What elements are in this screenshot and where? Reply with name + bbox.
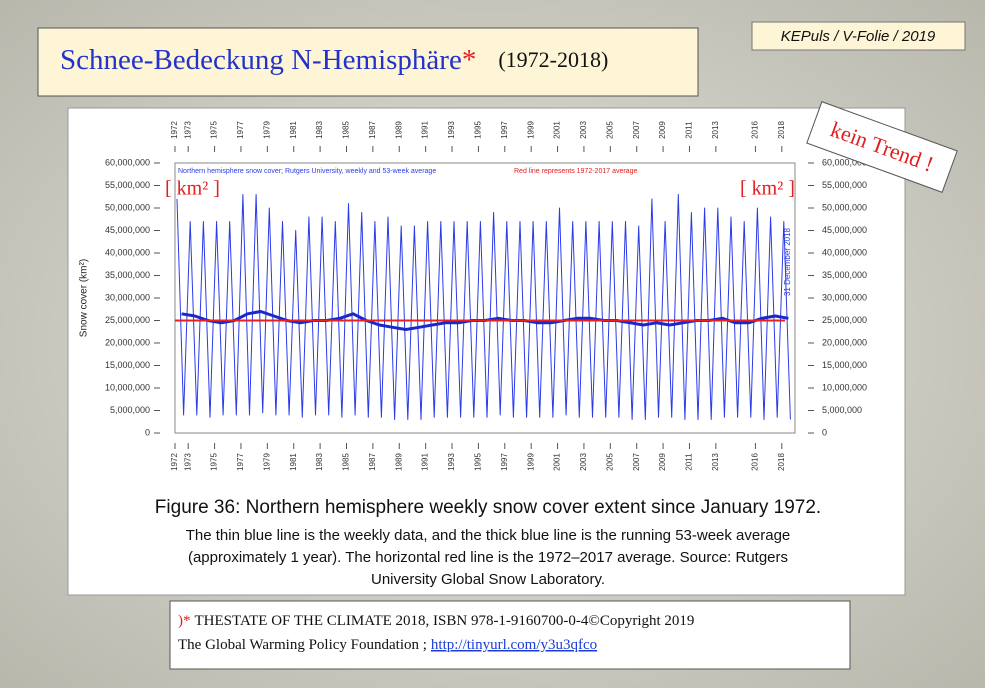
y-tick-label: 10,000,000	[105, 382, 150, 392]
x-tick-label: 2009	[658, 121, 667, 139]
x-tick-label: 2016	[751, 121, 760, 139]
title: Schnee-Bedeckung N-Hemisphäre* (1972-2018…	[60, 44, 608, 76]
y2-tick-label: 60,000,000	[822, 157, 867, 167]
x-tick-label: 2003	[579, 453, 588, 471]
tag-box	[751, 21, 966, 51]
caption-line: The thin blue line is the weekly data, a…	[186, 527, 791, 544]
x-tick-label: 1973	[183, 121, 192, 139]
x-tick-label: 1995	[474, 453, 483, 471]
y-tick-label: 5,000,000	[110, 405, 150, 415]
x-tick-label: 1983	[315, 453, 324, 471]
y-tick-label: 55,000,000	[105, 180, 150, 190]
y-tick-label: 60,000,000	[105, 157, 150, 167]
x-tick-label: 2011	[685, 121, 694, 139]
tag: KEPuls / V-Folie / 2019	[781, 28, 936, 45]
y2-tick-label: 0	[822, 427, 827, 437]
x-tick-label: 2003	[579, 121, 588, 139]
x-tick-label: 2007	[632, 121, 641, 139]
footer-line: )* THESTATE OF THE CLIMATE 2018, ISBN 978…	[178, 613, 694, 629]
x-tick-label: 1975	[210, 453, 219, 471]
x-tick-label: 1989	[394, 453, 403, 471]
chart-subtitle: Northern hemisphere snow cover; Rutgers …	[178, 168, 436, 175]
y2-tick-label: 30,000,000	[822, 292, 867, 302]
caption-line: University Global Snow Laboratory.	[371, 571, 605, 588]
x-tick-label: 2013	[711, 453, 720, 471]
x-tick-label: 1993	[447, 453, 456, 471]
x-tick-label: 2011	[685, 453, 694, 471]
plot-frame	[174, 162, 796, 434]
x-tick-label: 2013	[711, 121, 720, 139]
x-tick-label: 1991	[421, 453, 430, 471]
y-tick-label: 15,000,000	[105, 360, 150, 370]
y2-tick-label: 45,000,000	[822, 225, 867, 235]
x-tick-label: 1991	[421, 121, 430, 139]
footer-link[interactable]: http://tinyurl.com/y3u3qfco	[431, 637, 597, 653]
x-tick-label: 1985	[342, 121, 351, 139]
x-tick-label: 1985	[342, 453, 351, 471]
y-axis-label: Snow cover (km²)	[79, 259, 90, 337]
plot: 0 0 5,000,000 5,000,000 10,000,000 10,000,000…	[79, 121, 867, 471]
x-tick-label: 2001	[553, 121, 562, 139]
y2-tick-label: 50,000,000	[822, 202, 867, 212]
x-tick-label: 2001	[553, 453, 562, 471]
y2-tick-label: 10,000,000	[822, 382, 867, 392]
x-tick-label: 1979	[262, 121, 271, 139]
x-tick-label: 1999	[526, 121, 535, 139]
y2-tick-label: 40,000,000	[822, 247, 867, 257]
x-tick-label: 1995	[474, 121, 483, 139]
x-tick-label: 2018	[777, 453, 786, 471]
y2-tick-label: 15,000,000	[822, 360, 867, 370]
x-tick-label: 2018	[777, 121, 786, 139]
footer-line: The Global Warming Policy Foundation ; ht…	[178, 637, 597, 653]
x-tick-label: 1977	[236, 453, 245, 471]
unit-label: [ km² ]	[740, 178, 795, 200]
y2-tick-label: 55,000,000	[822, 180, 867, 190]
y-tick-label: 45,000,000	[105, 225, 150, 235]
x-tick-label: 1989	[394, 121, 403, 139]
x-tick-label: 1999	[526, 453, 535, 471]
y2-tick-label: 25,000,000	[822, 315, 867, 325]
y2-tick-label: 20,000,000	[822, 337, 867, 347]
x-tick-label: 1997	[500, 453, 509, 471]
x-tick-label: 1983	[315, 121, 324, 139]
y-tick-label: 0	[145, 427, 150, 437]
x-tick-label: 2009	[658, 453, 667, 471]
x-tick-label: 1975	[210, 121, 219, 139]
y-tick-label: 20,000,000	[105, 337, 150, 347]
x-tick-label: 2005	[605, 453, 614, 471]
x-tick-label: 2016	[751, 453, 760, 471]
x-tick-label: 1987	[368, 121, 377, 139]
x-tick-label: 1977	[236, 121, 245, 139]
caption-heading: Figure 36: Northern hemisphere weekly sn…	[155, 497, 821, 518]
x-tick-label: 1987	[368, 453, 377, 471]
x-tick-label: 1972	[170, 453, 179, 471]
x-tick-label: 1979	[262, 453, 271, 471]
y-tick-label: 50,000,000	[105, 202, 150, 212]
x-tick-label: 1997	[500, 121, 509, 139]
x-tick-label: 1972	[170, 121, 179, 139]
x-tick-label: 1993	[447, 121, 456, 139]
x-tick-label: 2007	[632, 453, 641, 471]
date-label: 31 December 2018	[783, 227, 792, 296]
x-tick-label: 1981	[289, 453, 298, 471]
y-tick-label: 30,000,000	[105, 292, 150, 302]
y2-tick-label: 35,000,000	[822, 270, 867, 280]
caption-line: (approximately 1 year). The horizontal r…	[188, 549, 788, 566]
stamp-box	[806, 101, 958, 193]
y-tick-label: 40,000,000	[105, 247, 150, 257]
title-box	[37, 27, 699, 97]
y2-tick-label: 5,000,000	[822, 405, 862, 415]
unit-label: [ km² ]	[165, 178, 220, 200]
chart-note: Red line represents 1972-2017 average	[514, 168, 637, 175]
y-tick-label: 35,000,000	[105, 270, 150, 280]
x-tick-label: 1981	[289, 121, 298, 139]
y-tick-label: 25,000,000	[105, 315, 150, 325]
footer-box	[169, 600, 851, 670]
x-tick-label: 1973	[183, 453, 192, 471]
x-tick-label: 2005	[605, 121, 614, 139]
